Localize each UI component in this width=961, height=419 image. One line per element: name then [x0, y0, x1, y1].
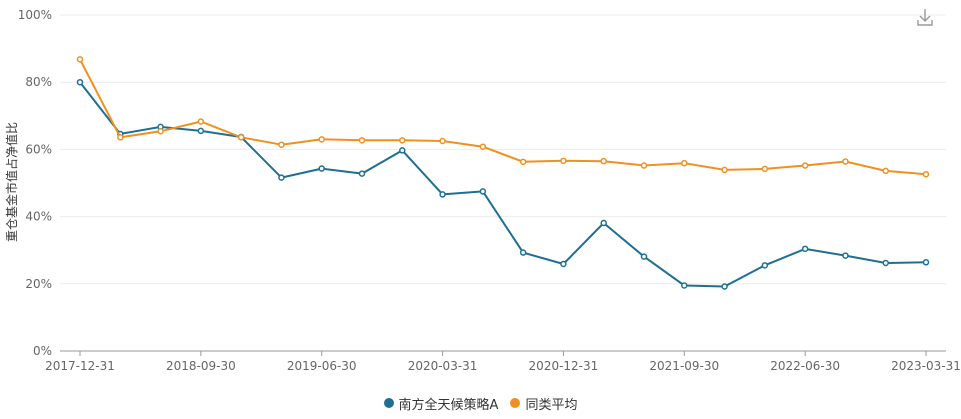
data-point[interactable] [801, 162, 809, 169]
data-point[interactable] [76, 56, 84, 63]
series-layer [76, 56, 930, 290]
y-axis-label: 重仓基金市值占净值比 [4, 122, 19, 242]
y-tick-label: 100% [18, 8, 52, 22]
data-point[interactable] [640, 253, 648, 260]
legend-marker [383, 398, 394, 408]
data-point[interactable] [76, 78, 84, 86]
data-point[interactable] [479, 143, 487, 150]
legend-item[interactable]: 同类平均 [510, 394, 577, 413]
data-point[interactable] [882, 167, 889, 175]
data-point[interactable] [479, 188, 487, 195]
y-tick-label: 40% [25, 210, 52, 224]
legend-label: 南方全天候策略A [398, 397, 499, 413]
x-tick-label: 2020-03-31 [408, 359, 478, 373]
download-icon-graphic [917, 9, 933, 26]
x-tick-label: 2019-06-30 [287, 359, 357, 373]
data-point[interactable] [278, 141, 285, 148]
x-axis: 2017-12-31 2018-09-30 2019-06-30 2020-03-31… [45, 350, 961, 373]
data-point[interactable] [761, 262, 769, 269]
data-point[interactable] [721, 166, 728, 174]
y-tick-label: 60% [25, 142, 52, 156]
data-point[interactable] [117, 134, 124, 141]
data-point[interactable] [560, 260, 567, 268]
data-point[interactable] [237, 134, 245, 141]
data-point[interactable] [157, 128, 164, 135]
x-tick-label: 2020-12-31 [529, 359, 599, 373]
data-point[interactable] [801, 245, 809, 253]
data-point[interactable] [519, 249, 527, 256]
data-point[interactable] [721, 283, 728, 290]
y-tick-label: 0% [33, 344, 52, 358]
legend-item[interactable]: 南方全天候策略A [383, 394, 499, 413]
data-point[interactable] [882, 259, 889, 267]
data-point[interactable] [197, 118, 205, 125]
data-point[interactable] [842, 252, 849, 259]
data-point[interactable] [439, 191, 446, 198]
data-point[interactable] [278, 174, 285, 181]
data-point[interactable] [922, 259, 930, 266]
download-icon[interactable] [915, 6, 935, 28]
x-tick-label: 2018-09-30 [166, 359, 236, 373]
series-1 [76, 56, 930, 178]
data-point[interactable] [439, 137, 446, 145]
data-point[interactable] [681, 159, 688, 167]
x-tick-label: 2021-09-30 [649, 359, 719, 373]
series-0 [76, 78, 930, 290]
legend-label: 同类平均 [525, 397, 578, 413]
legend: 南方全天候策略A 同类平均 [0, 393, 961, 413]
y-tick-label: 20% [25, 277, 52, 291]
data-point[interactable] [560, 157, 567, 165]
data-point[interactable] [640, 162, 648, 169]
legend-marker [510, 398, 521, 408]
data-point[interactable] [681, 282, 688, 289]
data-point[interactable] [922, 171, 930, 178]
x-tick-label: 2023-03-31 [891, 359, 961, 373]
x-tick-label: 2022-06-30 [770, 359, 840, 373]
data-point[interactable] [197, 127, 205, 135]
data-point[interactable] [318, 165, 325, 172]
data-point[interactable] [358, 170, 366, 177]
series-line [79, 58, 927, 176]
data-point[interactable] [600, 157, 607, 165]
data-point[interactable] [519, 158, 527, 166]
y-tick-label: 80% [25, 75, 52, 89]
grid-lines [60, 14, 946, 285]
data-point[interactable] [399, 137, 406, 144]
data-point[interactable] [761, 165, 769, 173]
data-point[interactable] [358, 137, 366, 144]
x-tick-label: 2017-12-31 [45, 359, 115, 373]
data-point[interactable] [399, 147, 406, 154]
data-point[interactable] [600, 219, 607, 227]
series-line [79, 81, 927, 288]
data-point[interactable] [842, 158, 849, 165]
data-point[interactable] [318, 136, 325, 143]
y-axis: 0% 20% 40% 60% 80% 100% [18, 8, 52, 358]
